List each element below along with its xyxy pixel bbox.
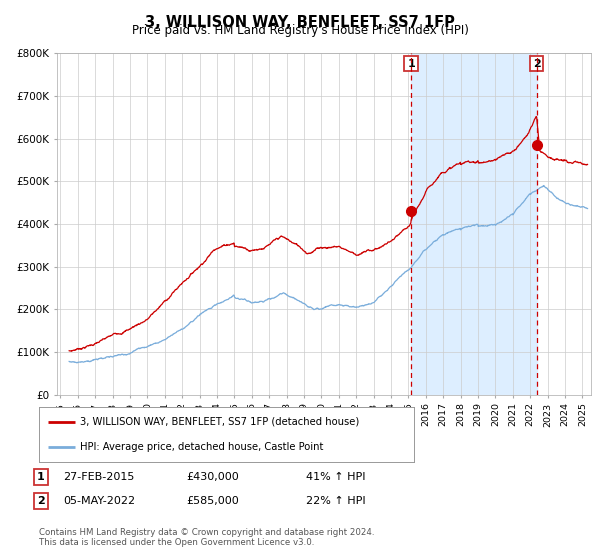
Text: 3, WILLISON WAY, BENFLEET, SS7 1FP: 3, WILLISON WAY, BENFLEET, SS7 1FP — [145, 15, 455, 30]
Text: 1: 1 — [407, 59, 415, 68]
Text: 3, WILLISON WAY, BENFLEET, SS7 1FP (detached house): 3, WILLISON WAY, BENFLEET, SS7 1FP (deta… — [79, 417, 359, 427]
Text: 2: 2 — [533, 59, 541, 68]
Text: 05-MAY-2022: 05-MAY-2022 — [63, 496, 135, 506]
Text: Price paid vs. HM Land Registry's House Price Index (HPI): Price paid vs. HM Land Registry's House … — [131, 24, 469, 37]
Text: £585,000: £585,000 — [186, 496, 239, 506]
Text: Contains HM Land Registry data © Crown copyright and database right 2024.
This d: Contains HM Land Registry data © Crown c… — [39, 528, 374, 547]
Bar — [411, 53, 536, 395]
Text: 22% ↑ HPI: 22% ↑ HPI — [306, 496, 365, 506]
Text: 2: 2 — [37, 496, 44, 506]
Text: 41% ↑ HPI: 41% ↑ HPI — [306, 472, 365, 482]
Text: 27-FEB-2015: 27-FEB-2015 — [63, 472, 134, 482]
Text: £430,000: £430,000 — [186, 472, 239, 482]
Text: HPI: Average price, detached house, Castle Point: HPI: Average price, detached house, Cast… — [79, 442, 323, 452]
Text: 1: 1 — [37, 472, 44, 482]
